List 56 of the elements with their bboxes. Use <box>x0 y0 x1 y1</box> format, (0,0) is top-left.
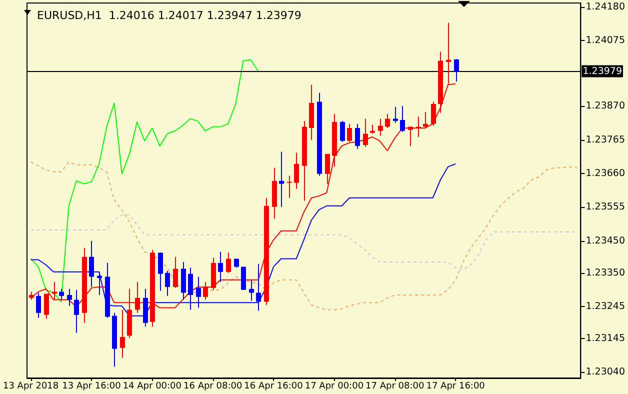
candlestick <box>158 252 163 292</box>
candlestick <box>400 105 405 132</box>
candlestick <box>355 123 360 150</box>
candlestick <box>74 289 79 334</box>
candlestick <box>347 123 352 142</box>
x-tick-label: 17 Apr 16:00 <box>426 382 486 392</box>
candlestick <box>416 116 421 138</box>
y-tick-label: 1.23350 <box>586 267 626 278</box>
candlestick <box>218 251 223 282</box>
x-tick-label: 17 Apr 00:00 <box>304 382 364 392</box>
candlestick <box>363 118 368 148</box>
candlestick <box>173 256 178 288</box>
x-tick-label: 17 Apr 08:00 <box>366 382 424 392</box>
text: EURUSD,H1 1.24016 1.24017 1.23947 1.23979 <box>37 9 302 22</box>
candlestick <box>287 175 292 198</box>
y-tick-label: 1.23040 <box>586 366 626 378</box>
y-tick-label: 1.24180 <box>586 1 626 12</box>
y-tick-label: 1.23450 <box>586 235 626 246</box>
candlestick <box>36 292 41 318</box>
ref-line-label: 1.23979 <box>582 66 622 77</box>
candlestick <box>188 267 193 310</box>
line-series <box>30 161 578 310</box>
x-tick-label: 16 Apr 16:00 <box>244 382 304 392</box>
line-series <box>30 214 578 270</box>
candlestick <box>378 118 383 136</box>
y-tick-label: 1.23660 <box>586 168 626 180</box>
y-tick-label: 1.23870 <box>586 100 626 112</box>
candlestick <box>165 270 170 296</box>
candlestick <box>431 101 436 126</box>
candlestick <box>454 58 459 82</box>
candlestick <box>325 153 330 184</box>
y-tick-label: 1.23765 <box>586 134 626 146</box>
y-tick-label: 1.23555 <box>586 202 626 213</box>
candlestick <box>393 106 398 124</box>
candlestick <box>203 281 208 300</box>
candlestick <box>59 288 64 300</box>
candlestick <box>385 113 390 128</box>
candlestick <box>226 252 231 274</box>
x-tick-label: 13 Apr 16:00 <box>62 382 122 392</box>
candlestick <box>340 120 345 142</box>
candlestick <box>279 151 284 208</box>
candlestick <box>256 263 261 312</box>
y-tick-label: 1.24075 <box>586 35 626 46</box>
candlestick <box>89 240 94 288</box>
candlestick <box>294 152 299 190</box>
y-tick-label: 1.23245 <box>586 301 626 312</box>
candlestick <box>196 276 201 308</box>
line-series <box>30 59 259 302</box>
candlestick <box>67 288 72 306</box>
x-tick-label: 13 Apr 2018 <box>2 382 59 392</box>
x-tick-label: 16 Apr 08:00 <box>184 382 242 392</box>
y-tick-label: 1.23145 <box>586 333 626 344</box>
candlestick <box>120 309 125 358</box>
x-tick-label: 14 Apr 00:00 <box>122 382 182 392</box>
candlestick <box>408 126 413 146</box>
candlestick <box>249 279 254 302</box>
